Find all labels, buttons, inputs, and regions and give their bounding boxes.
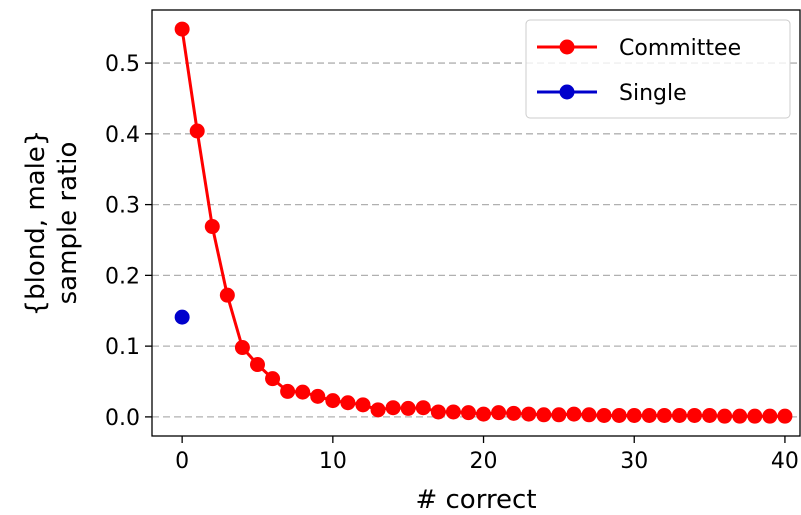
committee-point bbox=[400, 400, 416, 416]
y-tick-label: 0.1 bbox=[105, 335, 140, 360]
committee-point bbox=[189, 123, 205, 139]
legend-committee-marker bbox=[559, 39, 575, 55]
committee-point bbox=[566, 406, 582, 422]
committee-point bbox=[310, 388, 326, 404]
legend-single-label: Single bbox=[619, 81, 687, 106]
y-tick-label: 0.5 bbox=[105, 52, 140, 77]
committee-point bbox=[626, 407, 642, 423]
single-point bbox=[174, 309, 190, 325]
committee-point bbox=[762, 408, 778, 424]
committee-point bbox=[641, 407, 657, 423]
committee-point bbox=[325, 393, 341, 409]
committee-point bbox=[521, 406, 537, 422]
committee-point bbox=[355, 397, 371, 413]
committee-point bbox=[234, 340, 250, 356]
y-axis-label-line-1: {blond, male} bbox=[21, 130, 51, 317]
committee-point bbox=[174, 21, 190, 37]
legend: Committee Single bbox=[525, 19, 791, 119]
committee-point bbox=[702, 407, 718, 423]
committee-point bbox=[265, 371, 281, 387]
committee-point bbox=[460, 405, 476, 421]
committee-point bbox=[295, 384, 311, 400]
committee-point bbox=[219, 287, 235, 303]
committee-point bbox=[340, 395, 356, 411]
committee-point bbox=[491, 405, 507, 421]
committee-point bbox=[656, 407, 672, 423]
committee-point bbox=[717, 408, 733, 424]
x-tick-label: 10 bbox=[319, 449, 347, 474]
y-axis-label-line-2: sample ratio bbox=[53, 142, 83, 305]
y-tick-label: 0.0 bbox=[105, 406, 140, 431]
legend-committee-label: Committee bbox=[619, 36, 741, 61]
committee-point bbox=[687, 407, 703, 423]
x-tick-label: 40 bbox=[771, 449, 799, 474]
committee-point bbox=[671, 407, 687, 423]
committee-point bbox=[445, 404, 461, 420]
committee-point bbox=[732, 408, 748, 424]
legend-single-marker bbox=[559, 84, 575, 100]
committee-point bbox=[430, 404, 446, 420]
committee-point bbox=[596, 407, 612, 423]
y-tick-label: 0.3 bbox=[105, 194, 140, 219]
committee-point bbox=[536, 407, 552, 423]
plot-area-frame bbox=[151, 9, 801, 437]
series-layer bbox=[174, 21, 793, 424]
committee-point bbox=[551, 407, 567, 423]
committee-point bbox=[611, 407, 627, 423]
committee-point bbox=[476, 406, 492, 422]
committee-point bbox=[415, 400, 431, 416]
x-tick-label: 30 bbox=[620, 449, 648, 474]
committee-point bbox=[370, 402, 386, 418]
committee-point bbox=[506, 405, 522, 421]
x-tick-label: 20 bbox=[470, 449, 498, 474]
y-tick-label: 0.4 bbox=[105, 123, 140, 148]
committee-point bbox=[747, 408, 763, 424]
y-tick-label: 0.2 bbox=[105, 264, 140, 289]
committee-point bbox=[581, 407, 597, 423]
committee-point bbox=[204, 219, 220, 235]
axis-ticks: 0.0 0.1 0.2 0.3 0.4 0.5 0 10 20 30 40 bbox=[105, 52, 799, 474]
x-tick-label: 0 bbox=[175, 449, 189, 474]
x-axis-label: # correct bbox=[415, 485, 536, 515]
committee-point bbox=[280, 383, 296, 399]
committee-point bbox=[249, 357, 265, 373]
committee-point bbox=[777, 408, 793, 424]
committee-point bbox=[385, 400, 401, 416]
